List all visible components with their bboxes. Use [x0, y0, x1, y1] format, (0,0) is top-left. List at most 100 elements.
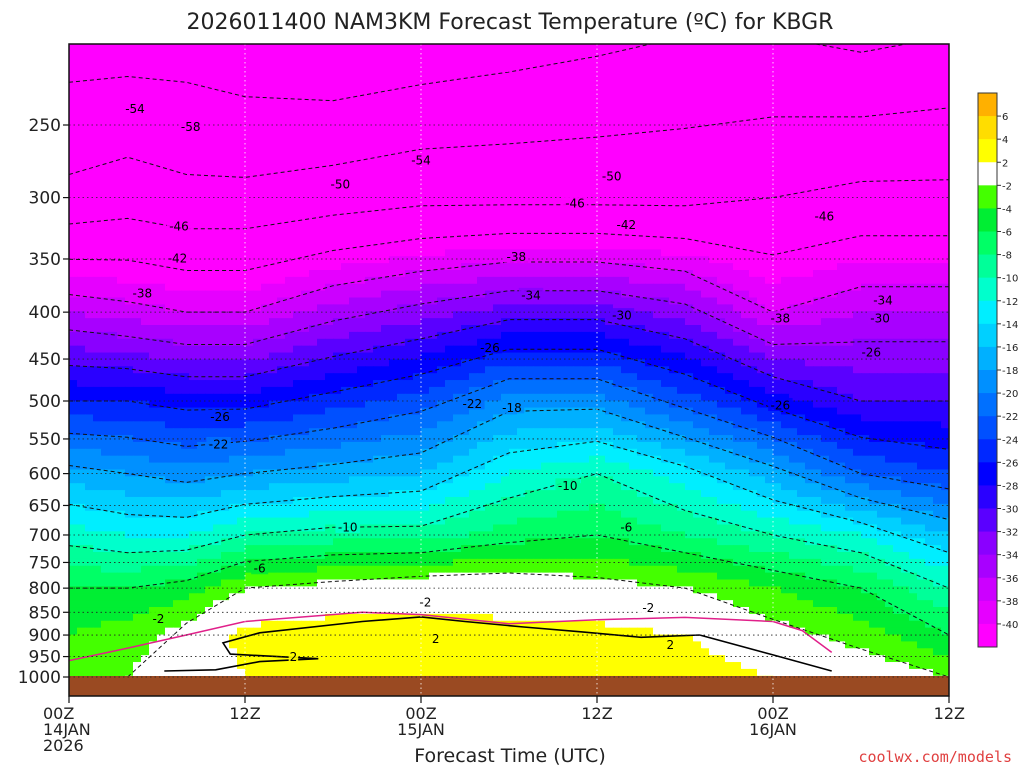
- heat-cell: [461, 331, 470, 340]
- heat-cell: [597, 304, 606, 312]
- heat-cell: [581, 263, 590, 271]
- heat-cell: [797, 331, 806, 340]
- heat-cell: [549, 263, 558, 271]
- heat-cell: [325, 331, 334, 340]
- heat-cell: [325, 187, 334, 195]
- heat-cell: [717, 44, 726, 51]
- heat-cell: [581, 125, 590, 134]
- heat-cell: [493, 201, 502, 209]
- heat-cell: [589, 331, 598, 340]
- heat-cell: [741, 256, 750, 264]
- heat-cell: [733, 256, 742, 264]
- heat-cell: [677, 221, 686, 230]
- heat-cell: [453, 283, 462, 292]
- heat-cell: [941, 36, 950, 43]
- heat-cell: [837, 111, 846, 120]
- heat-cell: [293, 311, 302, 319]
- heat-cell: [397, 318, 406, 326]
- heat-cell: [717, 56, 726, 65]
- heat-cell: [549, 49, 558, 58]
- heat-cell: [797, 98, 806, 106]
- heat-cell: [877, 111, 886, 120]
- heat-cell: [661, 221, 670, 230]
- heat-cell: [917, 283, 926, 292]
- heat-cell: [629, 283, 638, 292]
- heat-cell: [773, 208, 782, 216]
- heat-cell: [485, 104, 494, 113]
- heat-cell: [133, 297, 142, 305]
- heat-cell: [661, 173, 670, 182]
- heat-cell: [365, 111, 374, 120]
- heat-cell: [637, 70, 646, 79]
- heat-cell: [909, 194, 918, 202]
- heat-cell: [293, 297, 302, 305]
- heat-cell: [613, 125, 622, 134]
- heat-cell: [709, 187, 718, 195]
- heat-cell: [229, 84, 238, 92]
- heat-cell: [877, 36, 886, 43]
- heat-cell: [133, 166, 142, 175]
- heat-cell: [389, 70, 398, 79]
- heat-cell: [621, 146, 630, 154]
- heat-cell: [397, 331, 406, 340]
- heat-cell: [157, 228, 166, 237]
- heat-cell: [613, 256, 622, 264]
- heat-cell: [589, 304, 598, 312]
- heat-cell: [517, 159, 526, 168]
- heat-cell: [205, 194, 214, 202]
- heat-cell: [685, 153, 694, 161]
- heat-cell: [517, 44, 526, 51]
- heat-cell: [125, 297, 134, 305]
- heat-cell: [581, 44, 590, 51]
- heat-cell: [653, 338, 662, 347]
- heat-cell: [485, 194, 494, 202]
- heat-cell: [365, 180, 374, 189]
- heat-cell: [589, 146, 598, 154]
- heat-cell: [685, 173, 694, 182]
- heat-cell: [485, 242, 494, 250]
- heat-cell: [213, 249, 222, 257]
- heat-cell: [197, 249, 206, 257]
- heat-cell: [749, 98, 758, 106]
- heat-cell: [757, 125, 766, 134]
- heat-cell: [613, 91, 622, 99]
- heat-cell: [813, 49, 822, 58]
- heat-cell: [357, 139, 366, 147]
- heat-cell: [725, 63, 734, 72]
- heat-cell: [293, 125, 302, 134]
- heat-cell: [165, 77, 174, 85]
- heat-cell: [525, 139, 534, 147]
- heat-cell: [637, 173, 646, 182]
- heat-cell: [613, 208, 622, 216]
- heat-cell: [885, 118, 894, 127]
- heat-cell: [181, 318, 190, 326]
- heat-cell: [861, 63, 870, 72]
- heat-cell: [677, 173, 686, 182]
- heat-cell: [229, 297, 238, 305]
- heat-cell: [573, 180, 582, 189]
- heat-cell: [133, 249, 142, 257]
- heat-cell: [917, 304, 926, 312]
- heat-cell: [597, 249, 606, 257]
- heat-cell: [653, 159, 662, 168]
- heat-cell: [725, 214, 734, 223]
- heat-cell: [317, 201, 326, 209]
- heat-cell: [365, 194, 374, 202]
- heat-cell: [677, 325, 686, 333]
- heat-cell: [229, 290, 238, 299]
- heat-cell: [509, 242, 518, 250]
- heat-cell: [237, 70, 246, 79]
- heat-cell: [717, 146, 726, 154]
- heat-cell: [757, 49, 766, 58]
- heat-cell: [101, 228, 110, 237]
- heat-cell: [205, 325, 214, 333]
- heat-cell: [693, 338, 702, 347]
- heat-cell: [357, 77, 366, 85]
- heat-cell: [261, 173, 270, 182]
- heat-cell: [149, 44, 158, 51]
- heat-cell: [637, 180, 646, 189]
- heat-cell: [373, 318, 382, 326]
- heat-cell: [829, 159, 838, 168]
- heat-cell: [413, 187, 422, 195]
- heat-cell: [117, 84, 126, 92]
